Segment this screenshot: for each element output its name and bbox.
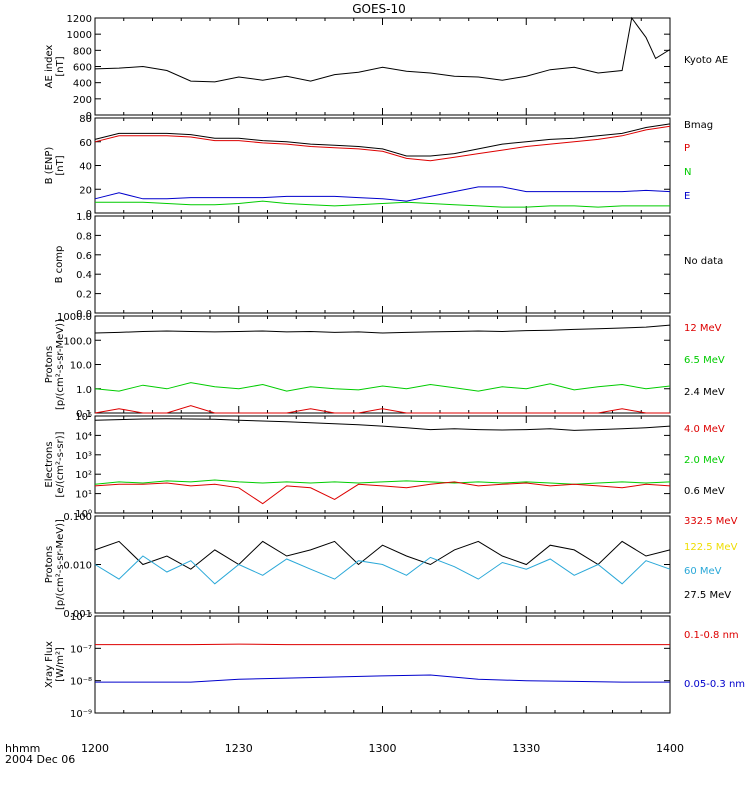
y-tick-label: 600: [73, 63, 92, 74]
figure-title: GOES-10: [352, 2, 406, 16]
y-tick-label: 10³: [75, 451, 92, 462]
y-axis-label: Electrons[e/(cm²-s-sr)]: [44, 431, 66, 497]
y-tick-label: 10⁵: [75, 412, 92, 423]
legend-label: 4.0 MeV: [684, 424, 725, 435]
panel-frame: [94, 615, 671, 714]
y-tick-label: 1200: [67, 14, 92, 25]
y-tick-label: 1000: [67, 30, 92, 41]
y-tick-label: 10¹: [75, 490, 92, 501]
legend-label: 12 MeV: [684, 323, 722, 334]
series-line-n: [95, 200, 670, 208]
legend-label: 332.5 MeV: [684, 516, 738, 527]
y-tick-label: 1.0: [76, 212, 92, 223]
y-tick-label: 800: [73, 46, 92, 57]
y-tick-label: 10⁴: [75, 431, 92, 442]
panel-protons_high: 0.001 0.010 0.100Protons[p/(cm²-s-sr-MeV)]…: [44, 512, 738, 620]
y-axis-label: B (ENP)[nT]: [44, 147, 66, 185]
y-tick-label: 0.001: [63, 609, 92, 620]
series-line-kyoto-ae: [94, 16, 671, 83]
y-tick-label: 10.0: [70, 361, 92, 372]
y-tick-label: 0.6: [76, 251, 92, 262]
y-tick-label: 0: [86, 111, 92, 122]
y-tick-label: 80: [79, 114, 92, 125]
x-tick-label: 1230: [225, 742, 253, 755]
y-tick-label: 10⁻⁹: [70, 709, 92, 720]
y-tick-label: 60: [79, 138, 92, 149]
legend-label: Bmag: [684, 120, 713, 131]
y-tick-label: 0.100: [63, 512, 92, 523]
panel-xray: 10⁻⁹ 10⁻⁸ 10⁻⁷ 10⁻⁶ Xray Flux[W/m²] 0.1-0.8 n…: [44, 612, 745, 720]
legend-label: E: [684, 191, 690, 202]
panel-electrons: 10⁰ 10¹ 10² 10³ 10⁴ 10⁵ Electrons[e/(cm²-s-sr)…: [44, 412, 725, 520]
series-line-e: [94, 186, 671, 202]
y-tick-label: 400: [73, 79, 92, 90]
legend-label: 0.6 MeV: [684, 486, 725, 497]
series-line-0-05-0-3-nm: [95, 674, 670, 683]
y-tick-label: 10²: [75, 470, 92, 481]
panel-frame: [94, 17, 671, 116]
x-axis-labels: 1200 1230 1300 1330 1400: [81, 742, 684, 755]
y-tick-label: 20: [79, 185, 92, 196]
x-tick-label: 1330: [512, 742, 540, 755]
legend-label: P: [684, 143, 690, 154]
y-tick-label: 1.0: [76, 385, 92, 396]
y-tick-label: 10⁻⁷: [70, 644, 92, 655]
series-line-4-0-mev: [94, 481, 671, 505]
legend-label: 2.0 MeV: [684, 455, 725, 466]
date-label: 2004 Dec 06: [5, 753, 75, 766]
legend-label: 122.5 MeV: [684, 542, 738, 553]
x-tick-label: 1400: [656, 742, 684, 755]
legend-label: 6.5 MeV: [684, 355, 725, 366]
legend-label: 27.5 MeV: [684, 590, 731, 601]
panel-bfield: 0 20 40 60 80 B (ENP)[nT] Bmag P N E: [44, 114, 713, 220]
y-tick-label: 100.0: [63, 336, 92, 347]
series-line-0-1-0-8-nm: [95, 643, 670, 646]
y-tick-label: 10⁻⁸: [70, 677, 92, 688]
series-line-0-6-mev: [94, 418, 671, 431]
y-tick-label: 0.0: [76, 309, 92, 320]
series-line-12-mev: [94, 405, 670, 414]
time-label: hhmm: [5, 742, 40, 755]
y-axis-label: Protons[p/(cm²-s-sr-MeV)]: [44, 519, 66, 610]
y-tick-label: 0.4: [76, 270, 92, 281]
y-axis-label: AE index[nT]: [44, 45, 66, 89]
y-axis-label: Xray Flux[W/m²]: [44, 641, 66, 688]
y-tick-label: 0.010: [63, 561, 92, 572]
series-line-60-mev: [94, 555, 671, 585]
legend-label: 60 MeV: [684, 566, 722, 577]
series-line-p: [94, 125, 671, 162]
y-tick-label: 0: [86, 209, 92, 220]
x-tick-label: 1300: [369, 742, 397, 755]
y-tick-label: 200: [73, 95, 92, 106]
legend-label: 2.4 MeV: [684, 387, 725, 398]
y-tick-label: 0.2: [76, 290, 92, 301]
legend-label: Kyoto AE: [684, 55, 728, 66]
y-axis-label: B comp: [54, 246, 65, 284]
series-line-27-5-mev: [94, 540, 671, 570]
y-tick-label: 0.1: [76, 409, 92, 420]
panel-frame: [94, 215, 671, 314]
legend-label: No data: [684, 256, 723, 267]
series-line-6-5-mev: [94, 382, 671, 392]
y-tick-label: 10⁻⁶: [70, 612, 92, 623]
y-tick-label: 0.8: [76, 231, 92, 242]
legend-label: N: [684, 167, 691, 178]
panel-ae: 0 200 400 600 800 1000 1200 AE index[nT] Kyoto A…: [44, 14, 728, 122]
y-tick-label: 40: [79, 162, 92, 173]
series-line-2-0-mev: [94, 479, 671, 485]
series-line-bmag: [94, 123, 671, 157]
y-tick-label: 1000.0: [57, 312, 92, 323]
legend-label: 0.1-0.8 nm: [684, 630, 739, 641]
series-line-2-4-mev: [94, 324, 671, 334]
legend-label: 0.05-0.3 nm: [684, 679, 745, 690]
panel-bcomp: 0.0 0.2 0.4 0.6 0.8 1.0 B comp No data: [54, 212, 723, 320]
y-axis-label: Protons[p/(cm²-s-sr-MeV)]: [44, 319, 66, 410]
y-tick-label: 10⁰: [75, 509, 92, 520]
x-tick-label: 1200: [81, 742, 109, 755]
panel-frame: [94, 315, 671, 414]
panel-protons_low: 0.1 1.0 10.0 100.0 1000.0Protons[p/(cm²-s-sr…: [44, 312, 725, 420]
